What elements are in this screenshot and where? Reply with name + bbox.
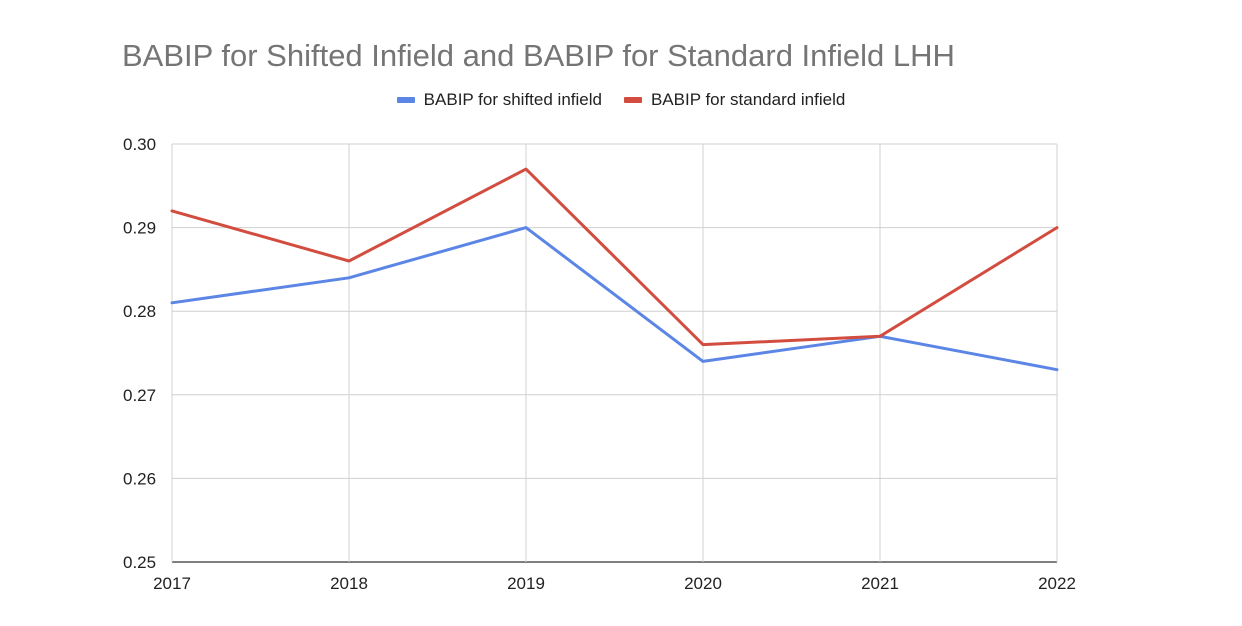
legend-item-standard[interactable]: BABIP for standard infield [623,90,846,110]
y-tick-label: 0.27 [123,386,156,405]
y-tick-label: 0.26 [123,469,156,488]
x-tick-label: 2022 [1038,574,1076,593]
legend: BABIP for shifted infield BABIP for stan… [0,90,1242,110]
legend-swatch-shifted [396,97,415,103]
legend-swatch-standard [623,97,642,103]
y-tick-label: 0.28 [123,302,156,321]
y-tick-label: 0.29 [123,219,156,238]
x-tick-label: 2021 [861,574,899,593]
y-tick-label: 0.25 [123,553,156,572]
chart-title: BABIP for Shifted Infield and BABIP for … [122,38,955,73]
x-tick-label: 2018 [330,574,368,593]
y-tick-label: 0.30 [123,135,156,154]
series-line-shifted [170,226,1059,372]
x-tick-label: 2017 [153,574,191,593]
x-tick-label: 2019 [507,574,545,593]
legend-item-shifted[interactable]: BABIP for shifted infield [396,90,602,110]
series-line-standard [170,167,1059,347]
legend-label-standard: BABIP for standard infield [650,90,846,109]
x-tick-label: 2020 [684,574,722,593]
legend-label-shifted: BABIP for shifted infield [423,90,602,109]
